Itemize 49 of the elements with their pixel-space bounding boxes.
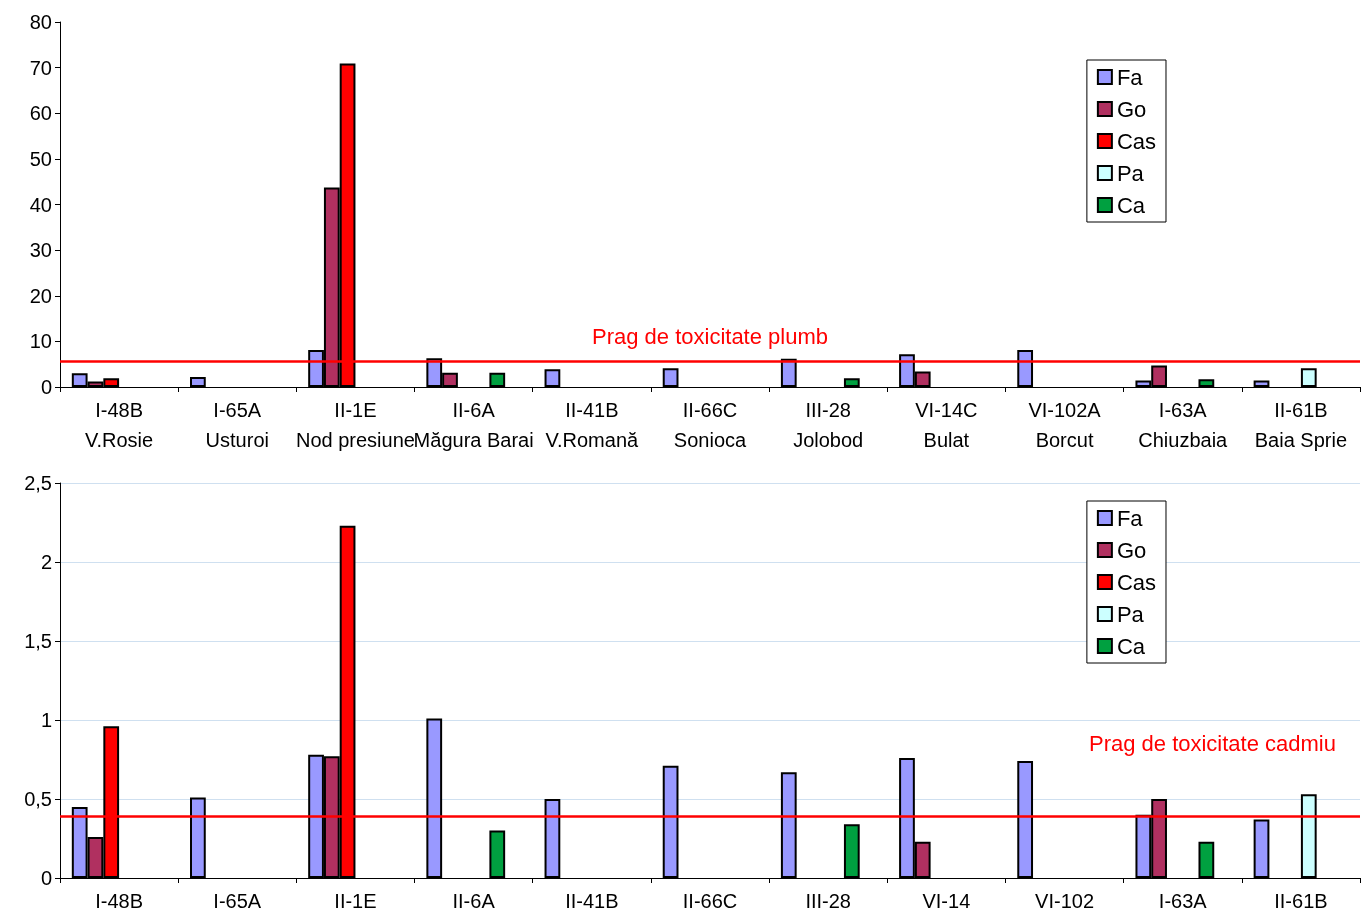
x-tick-label: II-6A bbox=[452, 890, 496, 912]
ref-line-label: Prag de toxicitate plumb bbox=[591, 323, 829, 349]
y-tick-label: 1,5 bbox=[24, 630, 52, 652]
x-tick-label: I-48B V.Rosie bbox=[84, 399, 154, 451]
x-tick-label: VI-14 bbox=[922, 890, 971, 912]
x-tick-label: I-65A Usturoi bbox=[205, 399, 269, 451]
x-tick-label: II-41B bbox=[565, 890, 619, 912]
y-tick-label: 0,5 bbox=[24, 788, 52, 810]
ref-line-label: Prag de toxicitate cadmiu bbox=[1088, 730, 1336, 756]
y-tick-label: 0 bbox=[40, 376, 52, 398]
x-tick-label: VI-102A Borcut bbox=[1028, 399, 1102, 451]
x-tick-label: II-1E bbox=[334, 890, 377, 912]
y-tick-label: 10 bbox=[29, 330, 52, 353]
y-tick-label: 60 bbox=[29, 102, 52, 125]
x-tick-label: III-28 bbox=[805, 890, 851, 912]
y-tick-label: 70 bbox=[29, 56, 52, 79]
y-tick-label: 30 bbox=[29, 239, 52, 262]
x-tick-label: I-65A bbox=[213, 890, 262, 912]
x-tick-label: II-61B bbox=[1274, 890, 1328, 912]
legend-label: Go bbox=[1116, 537, 1147, 563]
x-tick-label: II-6A Măgura Barai bbox=[413, 399, 534, 451]
legend-label: Ca bbox=[1116, 192, 1146, 218]
legend-label: Fa bbox=[1116, 64, 1144, 90]
y-tick-label: 80 bbox=[29, 11, 52, 33]
x-tick-label: VI-14C Bulat bbox=[915, 399, 978, 451]
legend-label: Cas bbox=[1116, 569, 1156, 595]
x-tick-label: II-66C bbox=[682, 890, 738, 912]
x-tick-label: VI-102 bbox=[1035, 890, 1095, 912]
x-tick-label: I-63A Chiuzbaia bbox=[1138, 399, 1229, 451]
legend-label: Pa bbox=[1116, 601, 1145, 627]
y-tick-label: 2,5 bbox=[24, 472, 52, 494]
x-tick-label: II-1E Nod presiune bbox=[295, 399, 415, 451]
y-tick-label: 0 bbox=[40, 867, 52, 889]
legend-label: Fa bbox=[1116, 505, 1144, 531]
legend-label: Go bbox=[1116, 96, 1147, 122]
legend-label: Pa bbox=[1116, 160, 1145, 186]
x-tick-label: II-66C Sonioca bbox=[673, 399, 748, 451]
y-tick-label: 2 bbox=[40, 551, 52, 573]
x-tick-label: II-41B V.Romană bbox=[545, 399, 640, 451]
x-tick-label: II-61B Baia Sprie bbox=[1254, 399, 1348, 451]
legend-label: Ca bbox=[1116, 633, 1146, 659]
legend-label: Cas bbox=[1116, 128, 1156, 154]
y-tick-label: 1 bbox=[40, 709, 52, 731]
x-tick-label: I-63A bbox=[1158, 890, 1208, 912]
x-tick-label: III-28 Jolobod bbox=[793, 399, 864, 451]
y-tick-label: 20 bbox=[29, 284, 52, 307]
x-tick-label: I-48B bbox=[95, 890, 143, 912]
y-tick-label: 40 bbox=[29, 193, 52, 216]
y-tick-label: 50 bbox=[29, 147, 52, 170]
